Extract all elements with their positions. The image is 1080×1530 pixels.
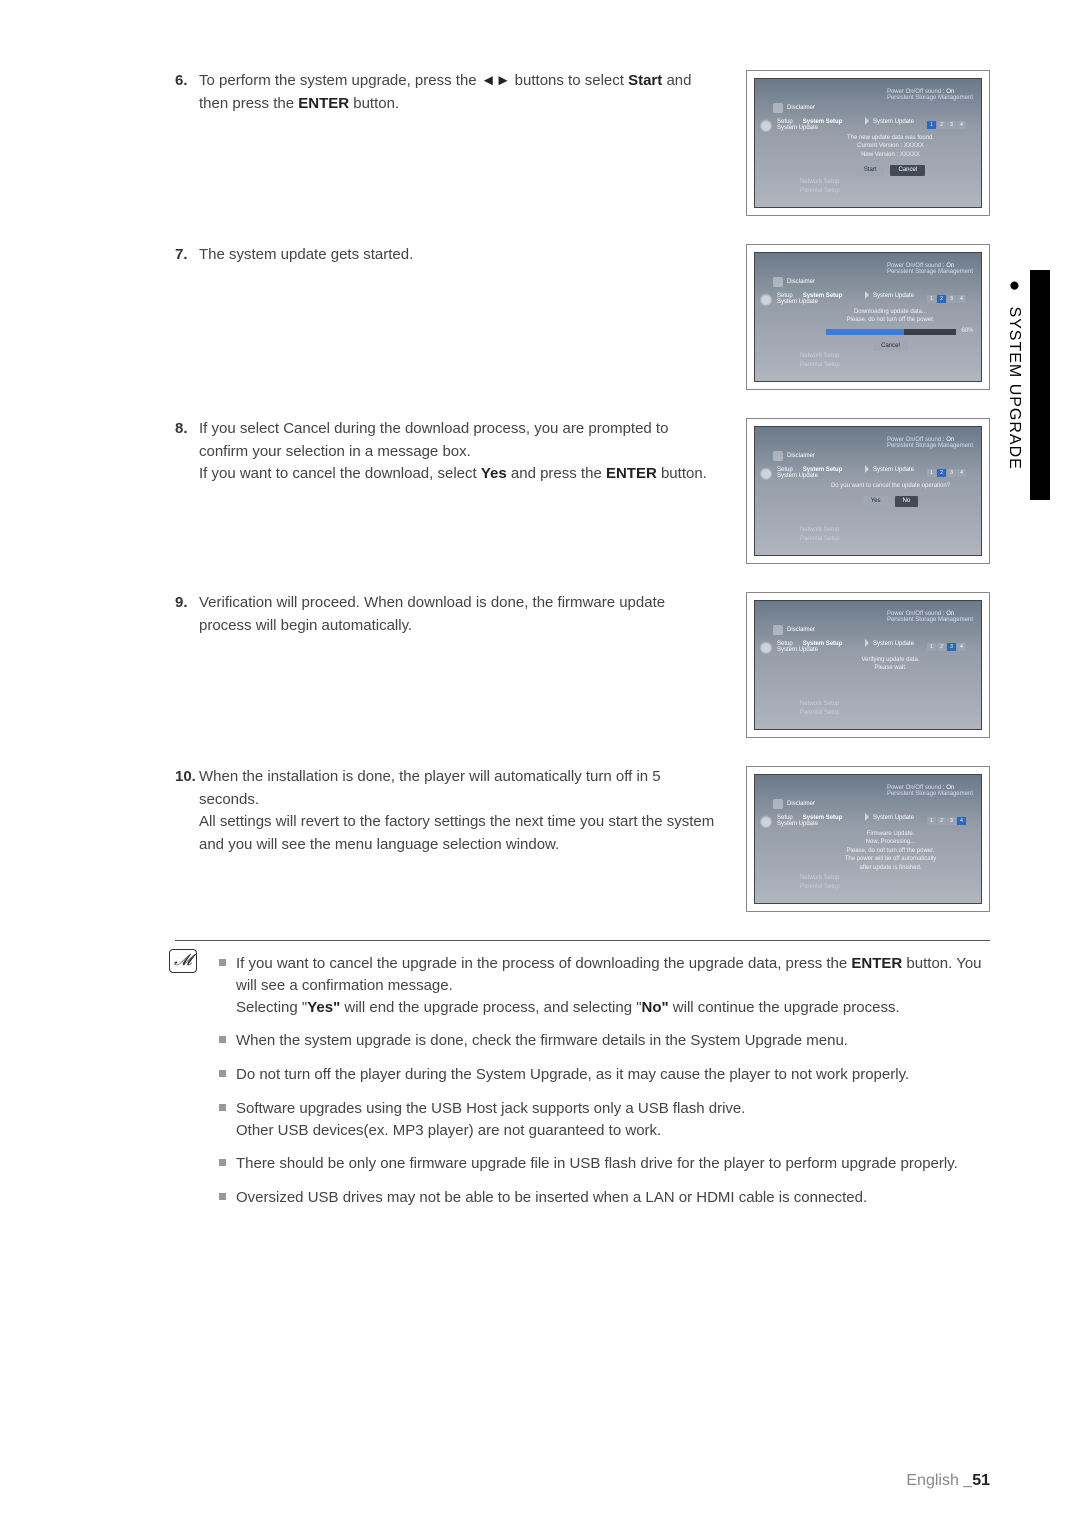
step-number: 10. bbox=[175, 766, 199, 789]
footer-lang: English bbox=[906, 1472, 963, 1489]
instruction-step: 6.To perform the system upgrade, press t… bbox=[175, 70, 990, 216]
screenshot-thumb: Power On/Off sound : OnPersistent Storag… bbox=[746, 244, 990, 390]
step-body: To perform the system upgrade, press the… bbox=[199, 70, 716, 115]
note-item: If you want to cancel the upgrade in the… bbox=[219, 953, 990, 1018]
step-body: The system update gets started. bbox=[199, 244, 716, 267]
bullet-icon bbox=[219, 1193, 226, 1200]
step-body: If you select Cancel during the download… bbox=[199, 418, 716, 486]
step-number: 9. bbox=[175, 592, 199, 615]
bullet-icon bbox=[219, 1104, 226, 1111]
screenshot-thumb: Power On/Off sound : OnPersistent Storag… bbox=[746, 418, 990, 564]
instruction-step: 8.If you select Cancel during the downlo… bbox=[175, 418, 990, 564]
step-number: 6. bbox=[175, 70, 199, 93]
bullet-icon bbox=[219, 1036, 226, 1043]
section-tab-label: ● SYSTEM UPGRADE bbox=[1003, 275, 1025, 470]
step-number: 8. bbox=[175, 418, 199, 441]
instruction-step: 7.The system update gets started. Power O… bbox=[175, 244, 990, 390]
note-item: Software upgrades using the USB Host jac… bbox=[219, 1098, 990, 1142]
instruction-step: 9.Verification will proceed. When downlo… bbox=[175, 592, 990, 738]
page-footer: English _51 bbox=[906, 1472, 990, 1490]
bullet-icon bbox=[219, 1070, 226, 1077]
step-body: Verification will proceed. When download… bbox=[199, 592, 716, 637]
step-body: When the installation is done, the playe… bbox=[199, 766, 716, 856]
screenshot-thumb: Power On/Off sound : OnPersistent Storag… bbox=[746, 766, 990, 912]
screenshot-thumb: Power On/Off sound : OnPersistent Storag… bbox=[746, 592, 990, 738]
note-item: When the system upgrade is done, check t… bbox=[219, 1030, 990, 1052]
instruction-step: 10.When the installation is done, the pl… bbox=[175, 766, 990, 912]
step-number: 7. bbox=[175, 244, 199, 267]
note-item: Do not turn off the player during the Sy… bbox=[219, 1064, 990, 1086]
bullet-icon bbox=[219, 1159, 226, 1166]
bullet-icon bbox=[219, 959, 226, 966]
footer-page: _51 bbox=[963, 1472, 990, 1489]
section-tab-bar bbox=[1030, 270, 1050, 500]
note-item: Oversized USB drives may not be able to … bbox=[219, 1187, 990, 1209]
notes-section: 𝓜 If you want to cancel the upgrade in t… bbox=[175, 940, 990, 1209]
note-icon: 𝓜 bbox=[169, 949, 197, 973]
note-item: There should be only one firmware upgrad… bbox=[219, 1153, 990, 1175]
screenshot-thumb: Power On/Off sound : OnPersistent Storag… bbox=[746, 70, 990, 216]
page-content: 6.To perform the system upgrade, press t… bbox=[0, 0, 1080, 1261]
